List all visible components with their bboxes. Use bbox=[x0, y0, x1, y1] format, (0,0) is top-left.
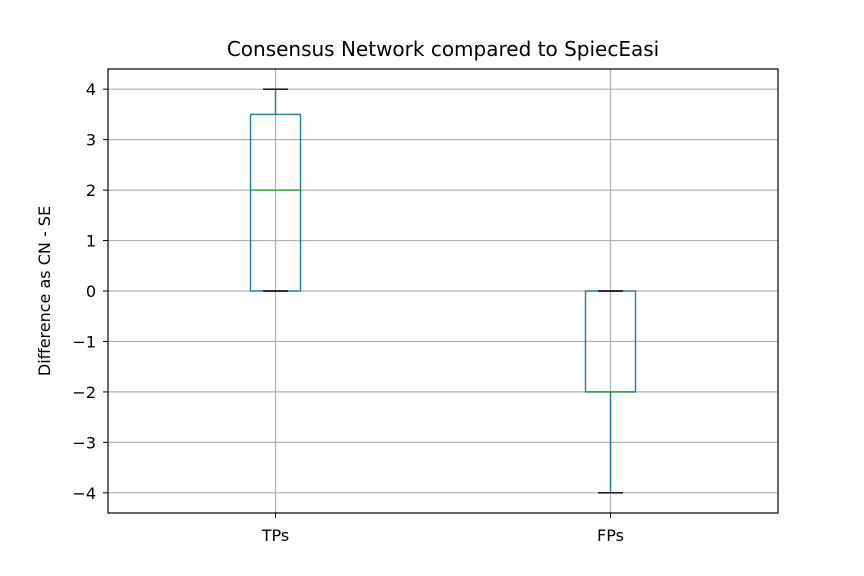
y-tick-label: 0 bbox=[86, 282, 96, 301]
y-tick-label: 4 bbox=[86, 80, 96, 99]
ticks: −4 −3 −2 −1 0 1 2 3 4 TPs FPs bbox=[72, 80, 624, 545]
y-tick-label: 1 bbox=[86, 232, 96, 251]
grid bbox=[108, 69, 778, 513]
boxes bbox=[249, 88, 637, 494]
y-tick-label: −1 bbox=[72, 332, 96, 351]
x-tick-label: TPs bbox=[261, 526, 289, 545]
y-axis-label: Difference as CN - SE bbox=[35, 206, 54, 376]
y-tick-label: 2 bbox=[86, 181, 96, 200]
y-tick-label: 3 bbox=[86, 131, 96, 150]
y-tick-label: −3 bbox=[72, 433, 96, 452]
x-tick-label: FPs bbox=[597, 526, 624, 545]
y-tick-label: −2 bbox=[72, 383, 96, 402]
chart-title: Consensus Network compared to SpiecEasi bbox=[227, 37, 659, 61]
y-tick-label: −4 bbox=[72, 484, 96, 503]
